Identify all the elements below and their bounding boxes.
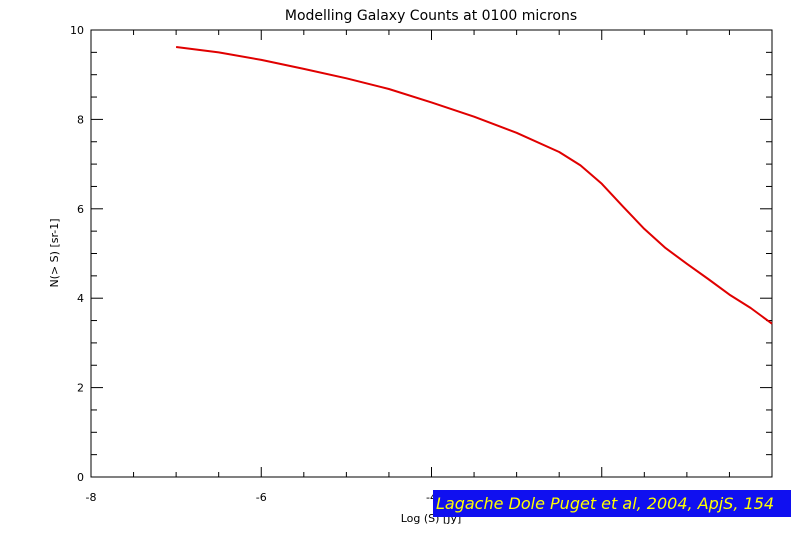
y-tick-label: 4 [77, 292, 84, 305]
y-tick-label: 6 [77, 203, 84, 216]
plot-frame [90, 29, 773, 478]
axis-ticks [90, 29, 773, 478]
y-tick-label: 10 [70, 24, 84, 37]
credit-text: Lagache Dole Puget et al, 2004, ApjS, 15… [436, 494, 775, 513]
x-tick-label: -6 [256, 491, 267, 504]
y-axis-label: N(> S) [sr-1] [48, 218, 61, 287]
chart-title: Modelling Galaxy Counts at 0100 microns [285, 8, 577, 24]
y-tick-label: 2 [77, 382, 84, 395]
credit-banner: Lagache Dole Puget et al, 2004, ApjS, 15… [433, 490, 791, 517]
y-tick-label: 0 [77, 471, 84, 484]
series-lines [175, 46, 773, 325]
tick-labels: -8-6-4-200246810 [70, 24, 776, 504]
y-tick-label: 8 [77, 113, 84, 126]
x-tick-label: -4 [426, 491, 437, 504]
x-tick-label: -8 [86, 491, 97, 504]
series-line [175, 46, 773, 325]
